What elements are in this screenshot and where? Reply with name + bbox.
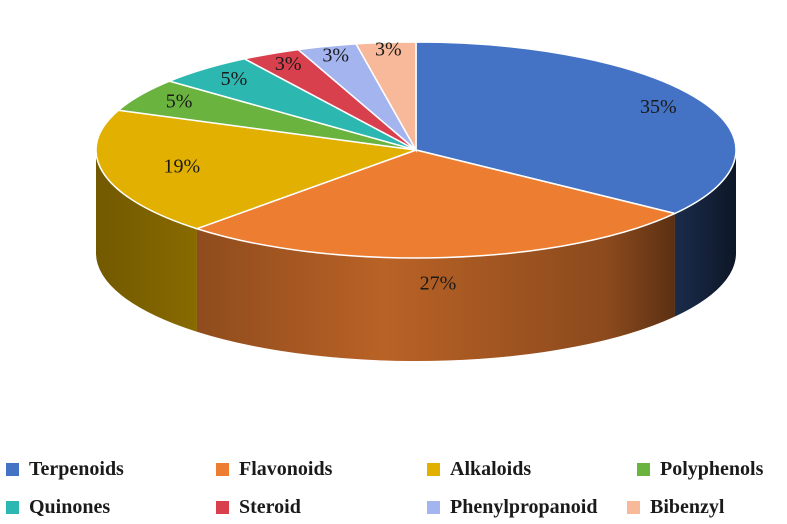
legend-label-alkaloids: Alkaloids [450, 457, 532, 480]
legend-label-flavonoids: Flavonoids [239, 457, 333, 480]
data-label-quinones: 5% [221, 68, 248, 90]
legend-swatch-terpenoids [6, 462, 19, 476]
legend-swatch-quinones [6, 500, 19, 514]
legend-item-terpenoids: Terpenoids [6, 456, 124, 482]
pie-tops [95, 41, 737, 259]
legend-item-steroid: Steroid [216, 494, 301, 520]
legend-label-polyphenols: Polyphenols [660, 457, 764, 480]
pie-labels: 35% 27% 19% 5% 5% 3% 3% 3% [163, 39, 676, 295]
legend: Terpenoids Flavonoids Alkaloids Polyphen… [0, 452, 787, 524]
data-label-terpenoids: 35% [640, 96, 677, 118]
legend-label-terpenoids: Terpenoids [29, 457, 124, 480]
legend-label-phenylpropanoid: Phenylpropanoid [450, 495, 598, 518]
legend-label-steroid: Steroid [239, 495, 301, 518]
legend-swatch-alkaloids [427, 462, 440, 476]
pie-chart: 35% 27% 19% 5% 5% 3% 3% 3% [95, 39, 737, 362]
legend-item-alkaloids: Alkaloids [427, 456, 531, 482]
legend-swatch-bibenzyl [627, 500, 640, 514]
legend-item-bibenzyl: Bibenzyl [627, 494, 724, 520]
legend-item-polyphenols: Polyphenols [637, 456, 763, 482]
legend-label-bibenzyl: Bibenzyl [650, 495, 725, 518]
pie-slice-bibenzyl [354, 41, 417, 153]
legend-label-quinones: Quinones [29, 495, 111, 518]
legend-item-flavonoids: Flavonoids [216, 456, 332, 482]
data-label-phenylpropanoid: 3% [322, 44, 349, 66]
legend-swatch-steroid [216, 500, 229, 514]
legend-swatch-flavonoids [216, 462, 229, 476]
legend-swatch-polyphenols [637, 462, 650, 476]
data-label-flavonoids: 27% [420, 273, 457, 295]
legend-swatch-phenylpropanoid [427, 500, 440, 514]
pie-slice-terpenoids [415, 41, 737, 215]
data-label-steroid: 3% [275, 53, 302, 75]
legend-item-quinones: Quinones [6, 494, 110, 520]
pie-slice-flavonoids [194, 149, 678, 259]
data-label-bibenzyl: 3% [375, 39, 402, 61]
data-label-alkaloids: 19% [163, 155, 200, 177]
legend-item-phenylpropanoid: Phenylpropanoid [427, 494, 597, 520]
data-label-polyphenols: 5% [166, 90, 193, 112]
